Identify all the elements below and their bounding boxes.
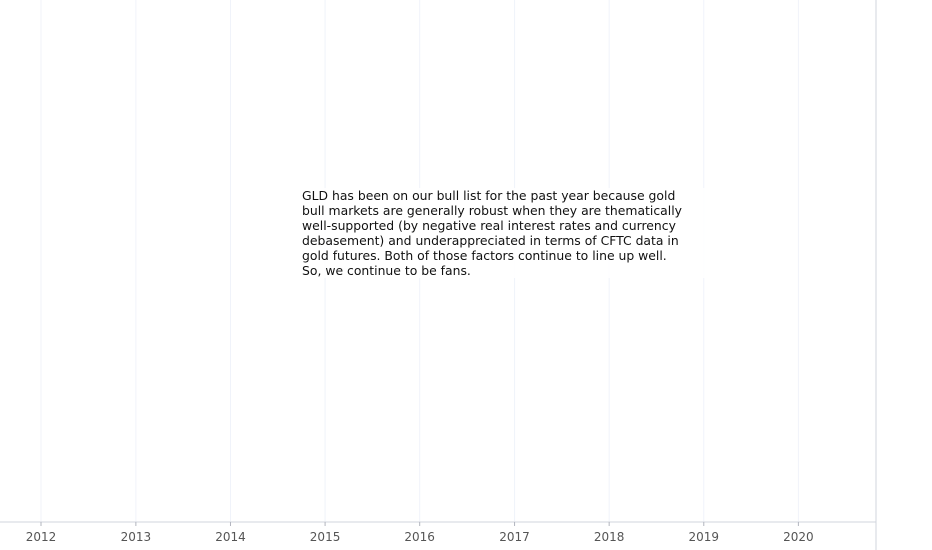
annotation-line: debasement) and underappreciated in term…	[302, 233, 679, 248]
x-tick-label: 2016	[404, 530, 435, 544]
annotation-line: bull markets are generally robust when t…	[302, 203, 682, 218]
annotation-line: well-supported (by negative real interes…	[302, 218, 676, 233]
x-tick-label: 2019	[689, 530, 720, 544]
annotation-line: GLD has been on our bull list for the pa…	[302, 188, 676, 203]
analysis-annotation: GLD has been on our bull list for the pa…	[300, 188, 724, 278]
x-tick-label: 2017	[499, 530, 530, 544]
x-tick-label: 2018	[594, 530, 625, 544]
x-tick-label: 2015	[310, 530, 341, 544]
annotation-line: gold futures. Both of those factors cont…	[302, 248, 667, 263]
x-tick-label: 2014	[215, 530, 246, 544]
annotation-line: So, we continue to be fans.	[302, 263, 471, 278]
x-tick-label: 2020	[783, 530, 814, 544]
x-tick-label: 2012	[26, 530, 57, 544]
x-tick-label: 2013	[121, 530, 152, 544]
